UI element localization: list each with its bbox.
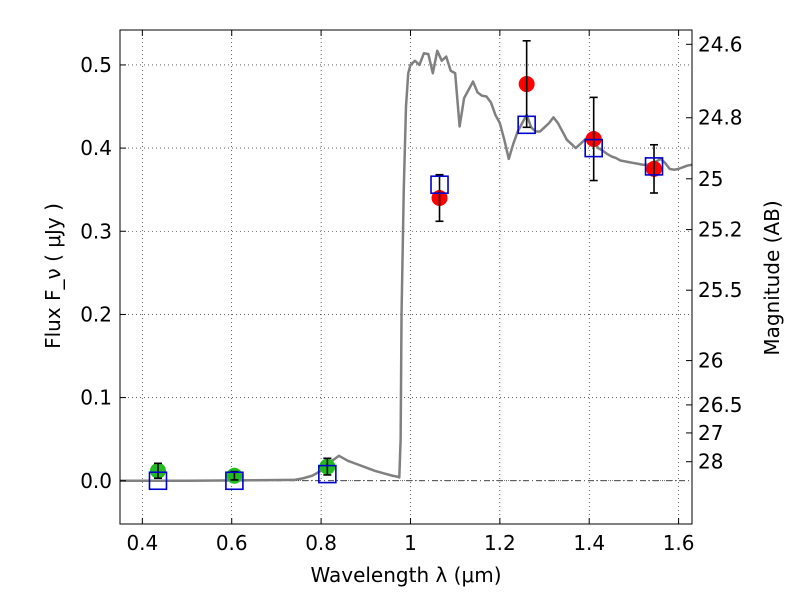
model-band-square [318,464,337,484]
right-tick-label: 24.6 [698,32,743,56]
y-tick-label: 0.4 [80,136,112,160]
right-tick-label: 25 [698,167,723,191]
y-tick-label: 0.1 [80,386,112,410]
x-tick-label: 0.8 [305,531,337,555]
right-tick-label: 28 [698,450,723,474]
x-tick-label: 1.6 [663,531,695,555]
model-band-square [584,138,603,158]
right-tick-label: 27 [698,421,723,445]
right-tick-label: 26 [698,349,723,373]
y-tick-label: 0.2 [80,302,112,326]
x-tick-label: 1.2 [484,531,516,555]
right-tick-label: 24.8 [698,106,743,130]
right-tick-label: 26.5 [698,393,743,417]
x-tick-label: 1.4 [573,531,605,555]
model-sed-line [120,49,693,483]
model-band-square [517,115,536,135]
model-band-square [148,471,168,491]
y-axis-right-label: Magnitude (AB) [760,200,784,355]
x-axis-label: Wavelength λ (μm) [310,563,501,587]
axis-ticks: 0.4 0.6 0.8 1 1.2 1.4 1.6 0.0 0.1 0.2 0.3 0.4 0.5 24.… [80,30,743,555]
right-tick-label: 25.5 [698,278,743,302]
model-band-square [430,175,449,194]
y-axis-label: Flux F_ν ( μJy ) [41,203,65,349]
x-tick-label: 1 [404,531,417,555]
plot-frame [119,29,693,525]
right-tick-label: 25.2 [698,218,743,242]
plot-area [120,40,693,491]
x-tick-label: 0.4 [126,531,158,555]
model-band-square [644,157,664,176]
x-tick-label: 0.6 [216,531,248,555]
y-tick-label: 0.3 [80,219,112,243]
y-tick-label: 0.5 [80,53,112,77]
model-band-square [225,471,244,491]
y-tick-label: 0.0 [80,469,112,493]
